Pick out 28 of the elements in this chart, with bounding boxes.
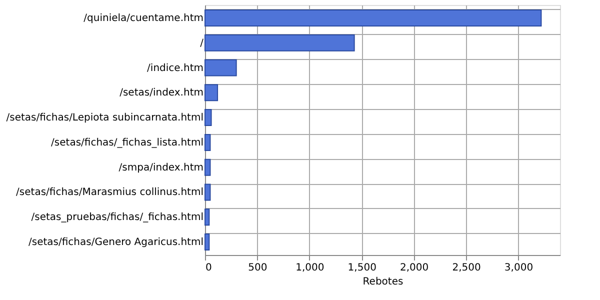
y-tick-label: /quiniela/cuentame.htm xyxy=(84,13,204,24)
bar xyxy=(204,109,212,126)
y-tick-label: /setas_pruebas/fichas/_fichas.html xyxy=(31,212,204,224)
y-tick-label: /setas/index.htm xyxy=(120,88,204,99)
x-tick-label: 1,000 xyxy=(296,262,324,274)
y-tick-label: /setas/fichas/Lepiota subincarnata.html xyxy=(6,112,204,124)
x-tick-label: 2,500 xyxy=(452,262,481,274)
y-tick-label: /setas/fichas/Genero Agaricus.html xyxy=(28,236,204,248)
bar xyxy=(204,84,218,102)
bar xyxy=(204,10,542,27)
x-axis-title: Rebotes xyxy=(362,276,404,288)
x-tick-label: 2,000 xyxy=(400,262,429,274)
y-tick-label: /setas/fichas/Marasmius collinus.html xyxy=(16,187,204,198)
y-tick-label: / xyxy=(200,38,204,49)
bar xyxy=(204,59,237,76)
x-tick-label: 0 xyxy=(206,262,212,274)
y-tick-label: /setas/fichas/_fichas_lista.html xyxy=(51,137,204,148)
bar xyxy=(204,158,211,176)
x-tick-label: 500 xyxy=(248,262,268,274)
x-tick-label: 3,000 xyxy=(504,262,534,274)
y-tick-label: /indice.htm xyxy=(147,62,204,74)
bar xyxy=(204,208,210,226)
bar xyxy=(204,184,211,201)
x-tick-label: 1,500 xyxy=(348,262,376,274)
bar xyxy=(204,233,210,250)
y-tick-label: /smpa/index.htm xyxy=(118,162,204,174)
bar xyxy=(204,34,355,52)
bar xyxy=(204,134,211,151)
